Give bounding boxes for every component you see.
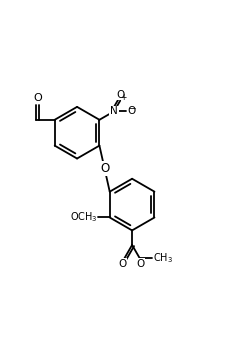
Text: N: N bbox=[110, 106, 117, 116]
Text: O: O bbox=[99, 162, 109, 175]
Text: O: O bbox=[33, 94, 42, 103]
Text: O: O bbox=[116, 90, 124, 100]
Text: +: + bbox=[120, 94, 126, 102]
Text: O: O bbox=[118, 259, 126, 269]
Text: −: − bbox=[127, 104, 135, 113]
Text: O: O bbox=[126, 106, 135, 116]
Text: OCH$_3$: OCH$_3$ bbox=[69, 211, 97, 225]
Text: O: O bbox=[135, 259, 144, 269]
Text: CH$_3$: CH$_3$ bbox=[153, 251, 172, 265]
